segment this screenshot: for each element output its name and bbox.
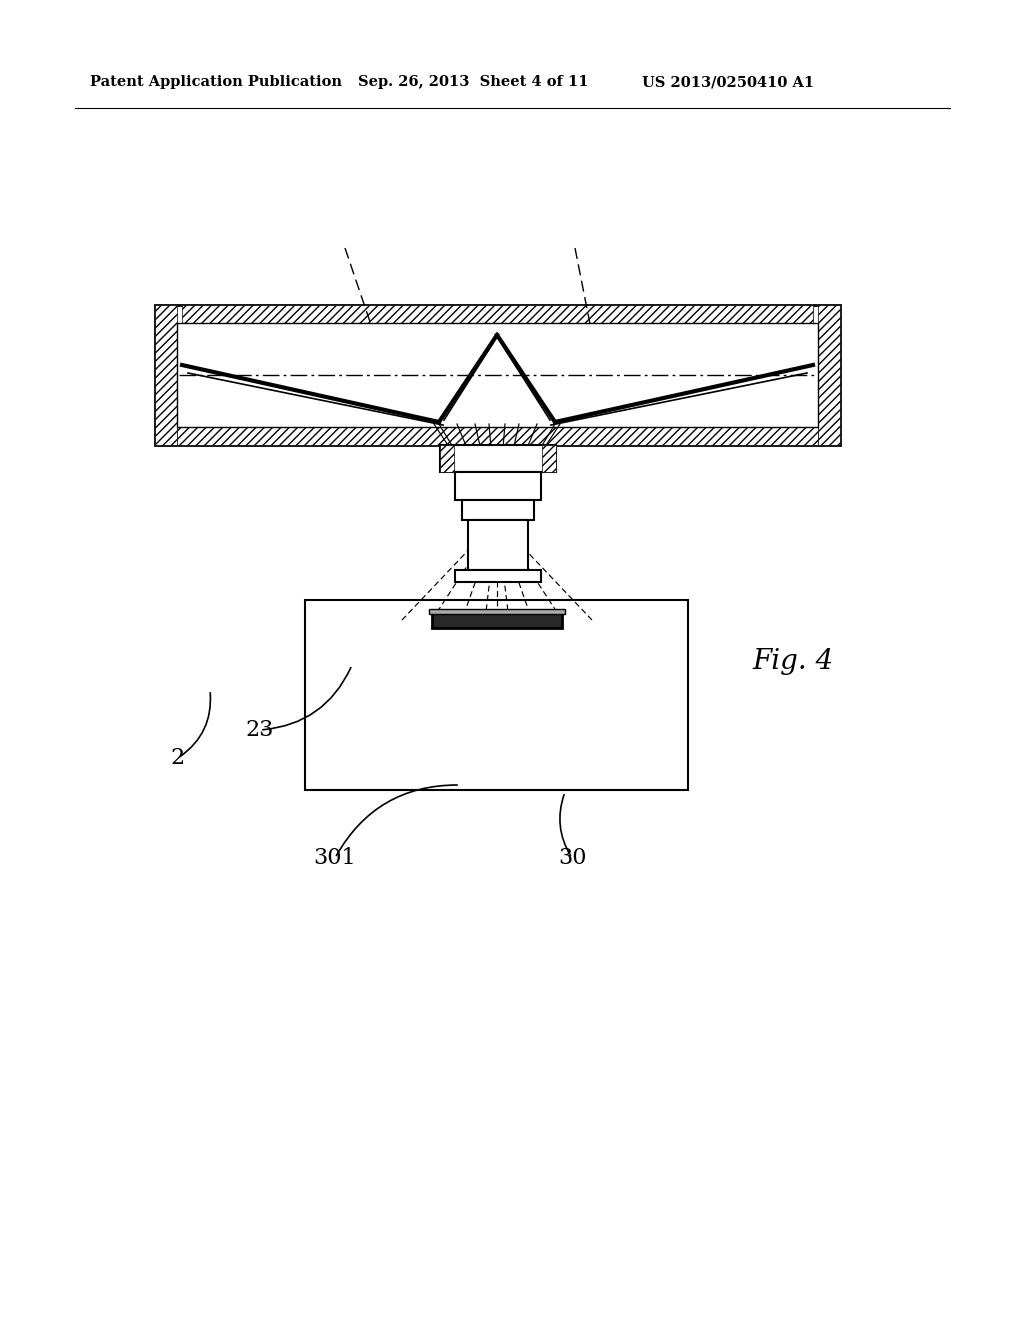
Bar [468,520,528,570]
FancyArrowPatch shape [180,693,211,756]
Bar [177,323,818,426]
Text: 30: 30 [558,847,587,869]
FancyArrowPatch shape [336,785,458,855]
Text: US 2013/0250410 A1: US 2013/0250410 A1 [642,75,814,88]
Text: Fig. 4: Fig. 4 [752,648,834,675]
Bar [182,305,813,323]
FancyArrowPatch shape [560,795,570,855]
Bar [455,570,541,582]
Text: 2: 2 [171,747,185,770]
Bar [440,445,556,473]
Bar [432,612,562,628]
Bar [455,473,541,500]
Bar [177,426,818,445]
Text: 23: 23 [246,719,274,741]
Bar [440,445,454,473]
Bar [155,305,177,445]
Bar [818,305,840,445]
Bar [305,601,688,789]
Bar [155,305,840,445]
FancyArrowPatch shape [263,668,351,730]
Bar [462,500,534,520]
Bar [542,445,556,473]
Bar [429,609,565,614]
Text: Sep. 26, 2013  Sheet 4 of 11: Sep. 26, 2013 Sheet 4 of 11 [358,75,589,88]
Text: 301: 301 [313,847,356,869]
Text: Patent Application Publication: Patent Application Publication [90,75,342,88]
